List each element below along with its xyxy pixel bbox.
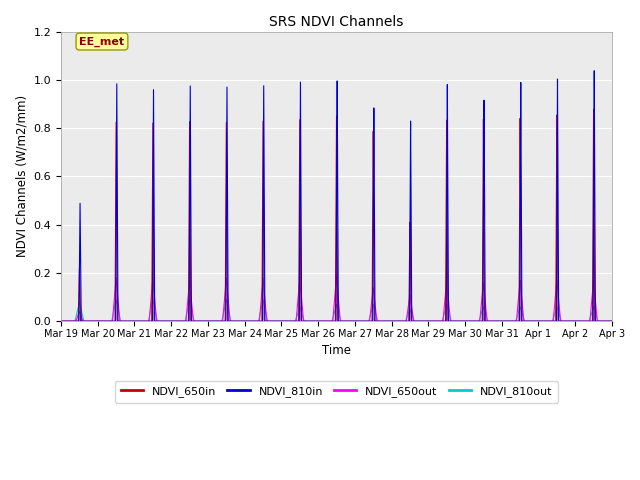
NDVI_810in	[608, 318, 616, 324]
NDVI_650in	[57, 318, 65, 324]
NDVI_650out	[608, 318, 616, 324]
NDVI_810in	[169, 318, 177, 324]
NDVI_650in	[491, 318, 499, 324]
NDVI_650out	[413, 318, 420, 324]
NDVI_650in	[413, 318, 420, 324]
NDVI_810in	[491, 318, 499, 324]
NDVI_810out	[608, 318, 616, 324]
Line: NDVI_650in: NDVI_650in	[61, 109, 612, 321]
Line: NDVI_810out: NDVI_810out	[61, 300, 612, 321]
Text: EE_met: EE_met	[79, 36, 125, 47]
X-axis label: Time: Time	[322, 345, 351, 358]
NDVI_810out	[413, 318, 420, 324]
NDVI_810in	[413, 318, 420, 324]
NDVI_650out	[491, 318, 499, 324]
Legend: NDVI_650in, NDVI_810in, NDVI_650out, NDVI_810out: NDVI_650in, NDVI_810in, NDVI_650out, NDV…	[115, 381, 558, 403]
NDVI_810out	[112, 297, 120, 302]
NDVI_810out	[491, 318, 499, 324]
NDVI_650out	[606, 318, 614, 324]
NDVI_810in	[606, 318, 614, 324]
Line: NDVI_810in: NDVI_810in	[61, 71, 612, 321]
NDVI_810out	[170, 318, 177, 324]
NDVI_650in	[589, 107, 597, 112]
NDVI_650out	[333, 273, 340, 279]
NDVI_810out	[264, 318, 271, 324]
NDVI_650out	[57, 318, 65, 324]
NDVI_650in	[606, 318, 614, 324]
NDVI_810in	[175, 318, 182, 324]
NDVI_810out	[606, 318, 614, 324]
NDVI_810out	[57, 318, 65, 324]
NDVI_650in	[264, 318, 271, 324]
NDVI_650in	[169, 318, 177, 324]
Line: NDVI_650out: NDVI_650out	[61, 276, 612, 321]
Y-axis label: NDVI Channels (W/m2/mm): NDVI Channels (W/m2/mm)	[15, 96, 28, 257]
NDVI_650in	[175, 318, 182, 324]
NDVI_650out	[175, 318, 182, 324]
NDVI_650out	[169, 318, 177, 324]
NDVI_810in	[590, 68, 598, 73]
NDVI_650in	[608, 318, 616, 324]
Title: SRS NDVI Channels: SRS NDVI Channels	[269, 15, 404, 29]
NDVI_810out	[175, 318, 183, 324]
NDVI_810in	[57, 318, 65, 324]
NDVI_650out	[264, 318, 271, 324]
NDVI_810in	[264, 318, 271, 324]
